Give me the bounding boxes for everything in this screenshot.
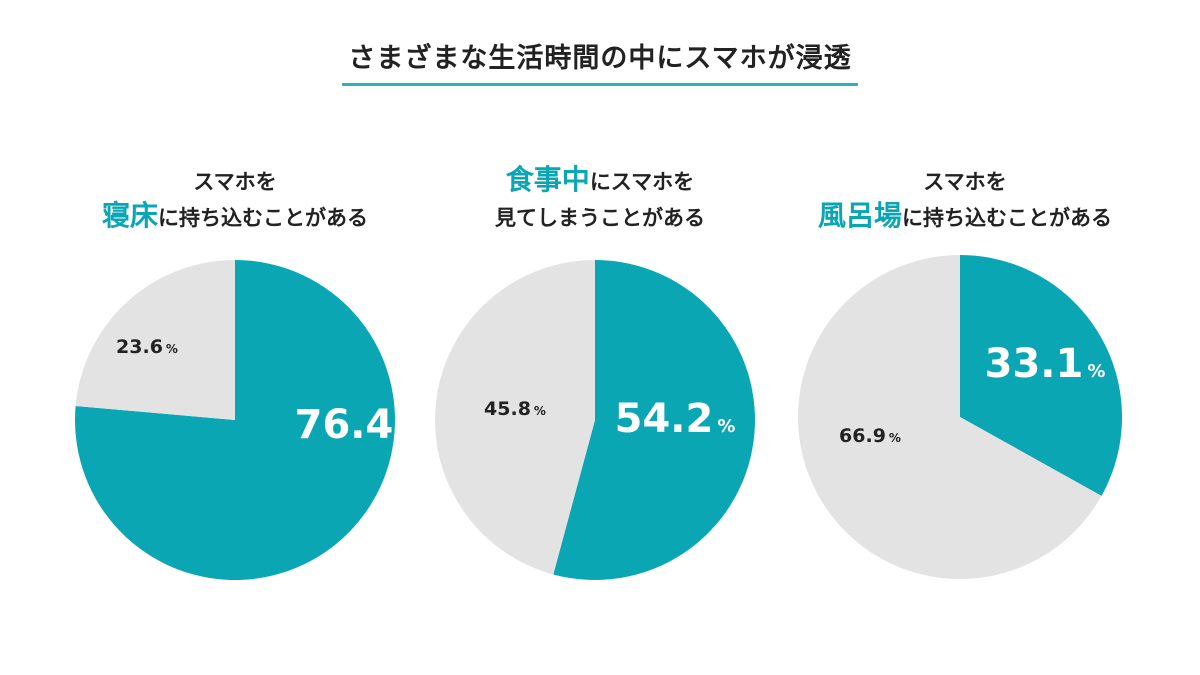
caption-text: に持ち込むことがある: [902, 206, 1112, 230]
caption-text: にスマホを: [589, 170, 695, 194]
caption-line-1: スマホを: [775, 166, 1155, 194]
pie-chart-bed: 76.4 % 23.6%: [75, 260, 416, 580]
pie-chart-meal: 54.2 % 45.8%: [435, 260, 755, 580]
caption-accent: 寝床: [101, 199, 158, 232]
data-label-rest: 23.6%: [116, 336, 178, 358]
pie-panel-bed: スマホを 寝床に持ち込むことがある 76.4% 23.6%: [45, 160, 425, 620]
pie-slice-accent: [960, 255, 1122, 496]
data-label-rest: 66.9%: [839, 425, 901, 447]
data-label-rest: 45.8%: [484, 398, 546, 420]
data-label-accent: 33.1%: [985, 341, 1106, 387]
chart-title-wrapper: さまざまな生活時間の中にスマホが浸透: [0, 36, 1200, 86]
data-label-accent: 54.2%: [615, 396, 736, 442]
chart-title: さまざまな生活時間の中にスマホが浸透: [342, 36, 858, 86]
caption-accent: 風呂場: [817, 199, 902, 232]
pie-slice-rest: [75, 260, 235, 420]
pie-caption: スマホを 風呂場に持ち込むことがある: [775, 166, 1155, 230]
caption-line-2: 寝床に持ち込むことがある: [45, 202, 425, 230]
caption-line-2: 見てしまうことがある: [410, 202, 790, 230]
pie-panel-meal: 食事中にスマホを 見てしまうことがある 54.2% 45.8%: [410, 160, 790, 620]
caption-accent: 食事中: [505, 163, 590, 196]
pie-slice-rest: [435, 260, 595, 575]
caption-text: スマホを: [923, 170, 1007, 194]
pie-caption: 食事中にスマホを 見てしまうことがある: [410, 166, 790, 230]
caption-text: 見てしまうことがある: [495, 206, 705, 230]
pie-panel-bath: スマホを 風呂場に持ち込むことがある 33.1% 66.9%: [775, 160, 1155, 620]
pie-caption: スマホを 寝床に持ち込むことがある: [45, 166, 425, 230]
pie-slice-accent: [553, 260, 755, 580]
pie-slice-rest: [798, 255, 1102, 579]
data-label-accent: 76.4%: [295, 402, 416, 448]
caption-text: に持ち込むことがある: [158, 206, 368, 230]
caption-line-1: スマホを: [45, 166, 425, 194]
pie-chart-bath: 33.1 % 66.9%: [798, 255, 1122, 579]
caption-line-1: 食事中にスマホを: [410, 166, 790, 194]
caption-line-2: 風呂場に持ち込むことがある: [775, 202, 1155, 230]
caption-text: スマホを: [193, 170, 277, 194]
